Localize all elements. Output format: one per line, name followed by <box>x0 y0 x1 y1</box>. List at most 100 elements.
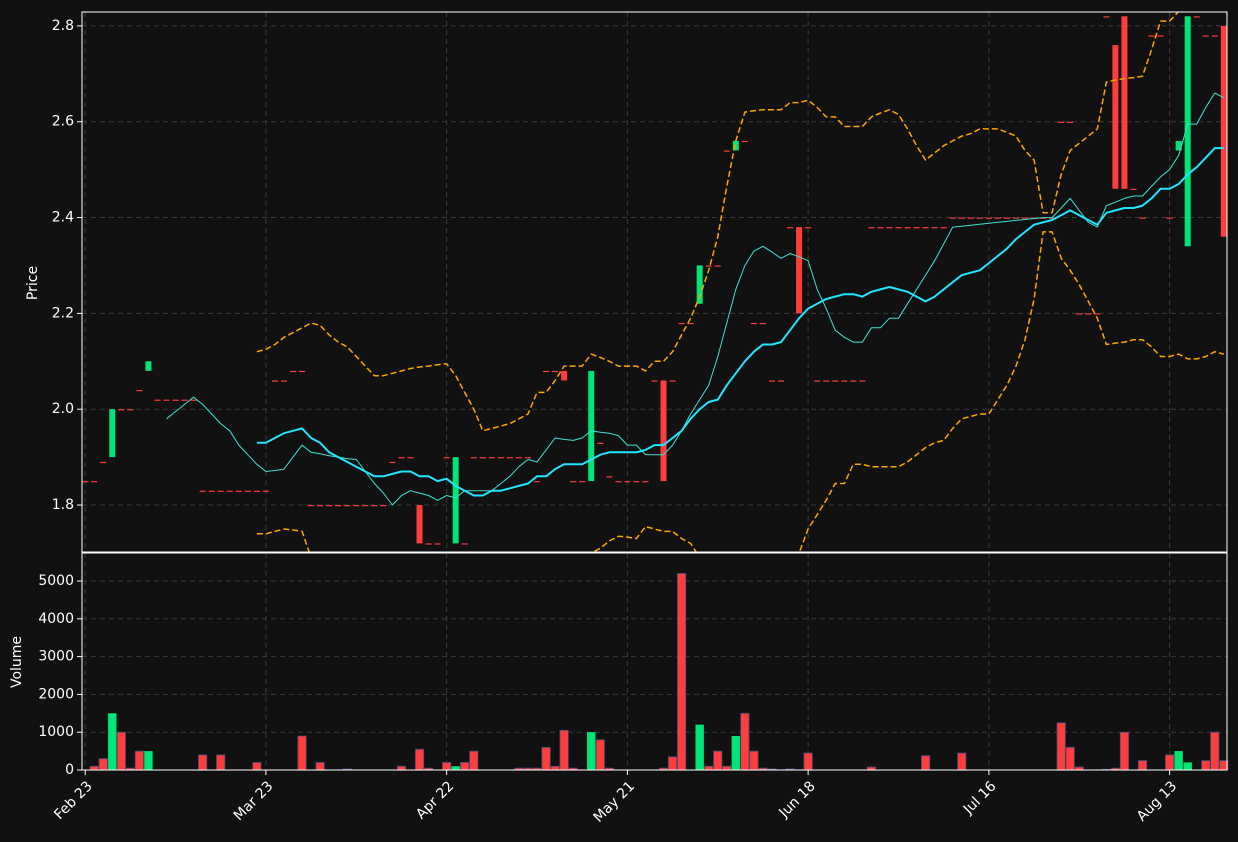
candle-body <box>814 380 821 382</box>
candle-body <box>407 457 414 459</box>
candle-body <box>136 390 143 392</box>
candle-body <box>660 380 667 482</box>
candle-body <box>524 457 531 459</box>
candle-body <box>380 505 387 507</box>
candle-body <box>823 380 830 382</box>
volume-bar <box>460 762 470 771</box>
volume-bar <box>144 751 153 770</box>
candle-body <box>994 217 1001 219</box>
candle-body <box>832 380 839 382</box>
candle-body <box>570 481 577 483</box>
y-tick-label: 2.4 <box>52 210 74 226</box>
volume-bar <box>414 748 425 771</box>
y-tick-label: 2.2 <box>52 305 74 321</box>
candle-body <box>271 380 278 382</box>
candle-body <box>82 481 89 483</box>
candle-body <box>633 481 640 483</box>
volume-bar <box>1056 722 1066 771</box>
candle-body <box>913 227 920 229</box>
candle-body <box>1220 25 1227 237</box>
volume-bar <box>803 752 813 771</box>
marks <box>82 16 1229 771</box>
volume-bar <box>1174 751 1183 770</box>
volume-bar <box>98 758 108 771</box>
volume-bar <box>731 735 741 770</box>
candle-body <box>335 505 342 507</box>
candle-body <box>841 380 848 382</box>
candle-body <box>425 543 432 545</box>
volume-bar <box>1183 762 1192 770</box>
candle-body <box>308 505 315 507</box>
candle-body <box>931 227 938 229</box>
candle-body <box>145 361 152 371</box>
candle-body <box>235 490 242 492</box>
y-tick-label: 2.0 <box>52 401 74 417</box>
candle-body <box>1012 217 1019 219</box>
candle-body <box>985 217 992 219</box>
candle-body <box>768 380 775 382</box>
candle-body <box>217 490 224 492</box>
candle-body <box>705 265 712 267</box>
candle-body <box>470 457 477 459</box>
volume-bar <box>1165 754 1175 771</box>
y-tick-label: 1.8 <box>52 497 74 513</box>
candle-body <box>615 481 622 483</box>
candle-body <box>190 399 197 401</box>
volume-bar <box>116 731 126 771</box>
candle-body <box>543 370 550 373</box>
candle-body <box>877 227 884 229</box>
candle-body <box>787 227 794 229</box>
candle-body <box>732 140 739 151</box>
candle-body <box>163 399 170 401</box>
volume-bar <box>921 755 931 771</box>
candle-body <box>778 380 785 382</box>
volume-frame <box>81 552 1228 771</box>
candle-body <box>588 370 595 482</box>
candle-body <box>1067 121 1074 123</box>
candle-body <box>290 370 297 373</box>
candle-body <box>895 227 902 229</box>
volume-bar <box>667 756 678 771</box>
candle-body <box>759 322 766 325</box>
candle-body <box>642 481 649 483</box>
candle-body <box>262 490 269 492</box>
volume-tick-label: 2000 <box>38 686 74 702</box>
volume-bar <box>442 762 452 771</box>
candle-body <box>1049 217 1056 219</box>
volume-bar <box>315 762 325 771</box>
candle-body <box>922 227 929 229</box>
candle-body <box>172 399 179 401</box>
volume-bar <box>1210 731 1220 771</box>
volume-bar <box>216 754 226 771</box>
indicator-line <box>256 12 1180 432</box>
candle-body <box>199 490 206 492</box>
candle-body <box>1211 35 1218 37</box>
volume-bar <box>704 765 714 771</box>
candle-body <box>91 481 98 483</box>
candle-body <box>515 457 522 459</box>
candle-body <box>552 370 559 373</box>
candle-body <box>326 505 333 507</box>
candle-body <box>1184 16 1191 247</box>
volume-bar <box>396 765 407 771</box>
candle-body <box>181 399 188 401</box>
volume-bar <box>740 712 750 771</box>
candle-body <box>1121 16 1128 189</box>
candle-body <box>362 505 369 507</box>
candle-body <box>805 227 812 229</box>
candle-body <box>1112 45 1119 189</box>
candle-body <box>958 217 965 219</box>
candle-body <box>118 409 125 411</box>
candle-body <box>100 461 107 464</box>
indicator-line <box>166 92 1225 506</box>
candle-body <box>244 490 251 492</box>
candle-body <box>389 461 396 464</box>
candle-body <box>696 265 703 304</box>
candle-body <box>317 505 324 507</box>
candle-body <box>886 227 893 229</box>
candle-body <box>1157 35 1164 37</box>
volume-tick-label: 4000 <box>38 611 74 627</box>
volume-bar <box>108 713 117 770</box>
volume-tick-label: 1000 <box>38 724 74 740</box>
